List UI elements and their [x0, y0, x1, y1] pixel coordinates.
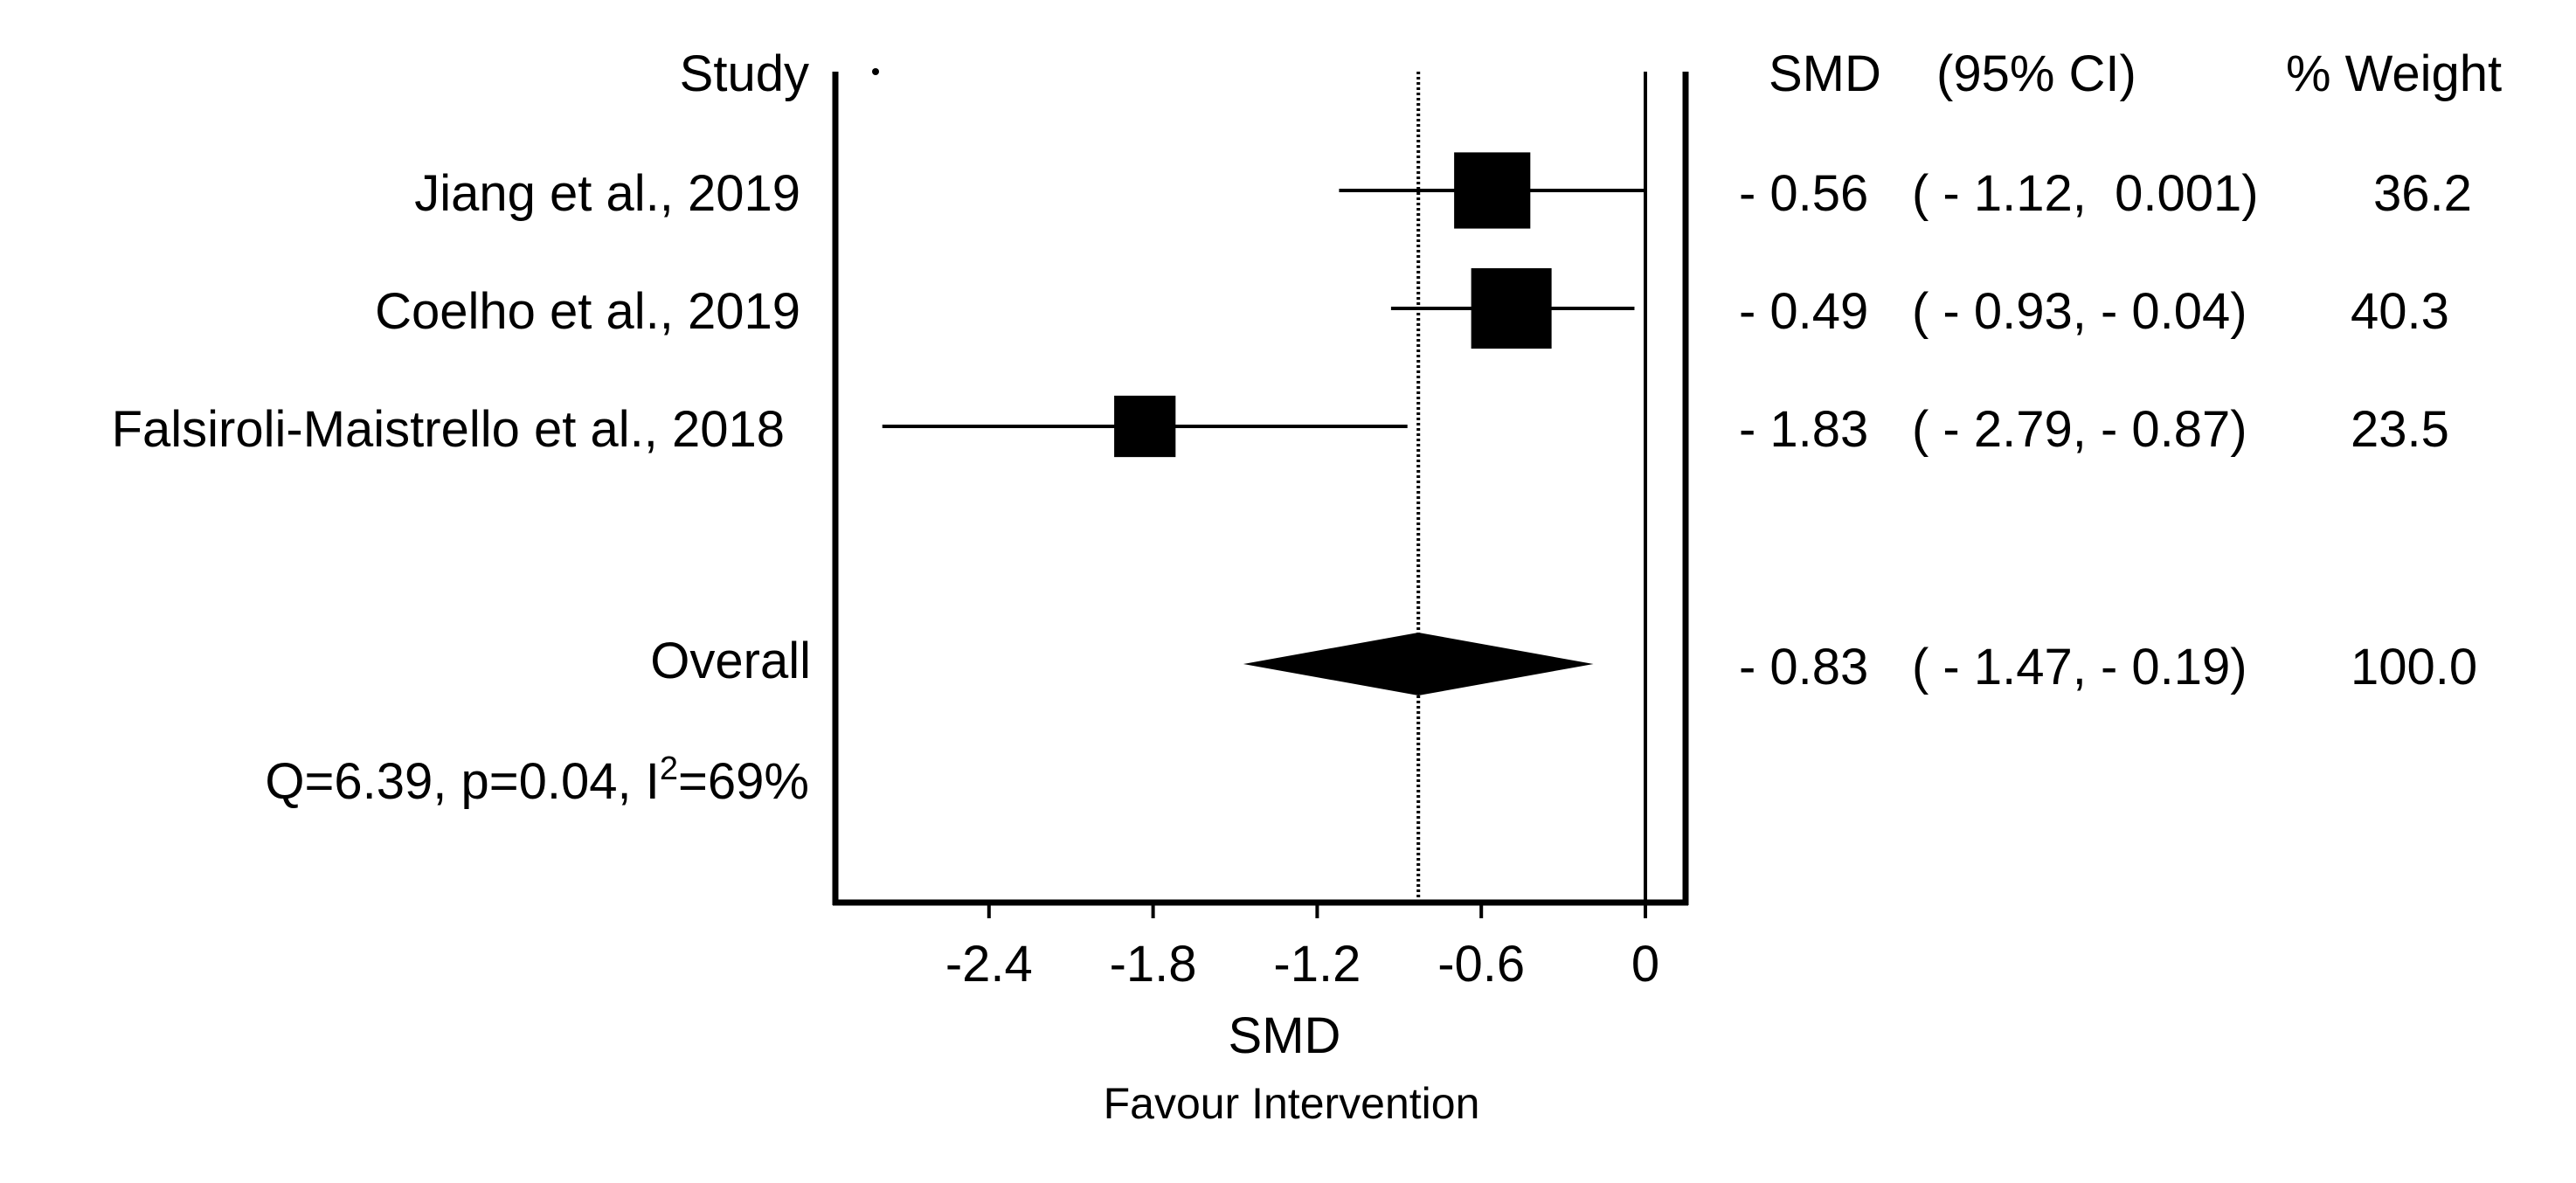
study-smd-2: - 0.49 — [1739, 283, 1868, 340]
study-label-1: Jiang et al., 2019 — [414, 165, 800, 222]
heterogeneity-sup: 2 — [660, 751, 678, 787]
x-tick-label-3: -1.2 — [1273, 936, 1361, 993]
study-ci-3: ( - 2.79, - 0.87) — [1912, 401, 2247, 458]
header-ci: (95% CI) — [1936, 45, 2136, 102]
header-study: Study — [680, 45, 809, 102]
study-smd-3: - 1.83 — [1739, 401, 1868, 458]
x-tick-label-2: -1.8 — [1110, 936, 1197, 993]
study-weight-1: 36.2 — [2373, 165, 2472, 222]
heterogeneity-text: Q=6.39, p=0.04, I2=69% — [265, 751, 809, 810]
study-square-3 — [1114, 395, 1176, 458]
overall-label: Overall — [650, 633, 811, 689]
plot-marks: -2.4 -1.8 -1.2 -0.6 0 — [882, 72, 1659, 993]
overall-smd: - 0.83 — [1739, 639, 1868, 695]
x-axis-title: SMD — [1229, 1007, 1341, 1064]
x-tick-label-5: 0 — [1631, 936, 1659, 993]
study-label-2: Coelho et al., 2019 — [375, 283, 800, 340]
study-square-1 — [1454, 152, 1531, 229]
x-tick-label-4: -0.6 — [1437, 936, 1525, 993]
study-label-3: Falsiroli-Maistrello et al., 2018 — [112, 401, 785, 458]
header-dot — [872, 68, 879, 75]
overall-diamond — [1243, 633, 1594, 695]
study-square-2 — [1471, 268, 1552, 349]
study-weight-3: 23.5 — [2351, 401, 2449, 458]
study-weight-2: 40.3 — [2351, 283, 2449, 340]
x-tick-label-1: -2.4 — [945, 936, 1033, 993]
study-smd-1: - 0.56 — [1739, 165, 1868, 222]
header-weight: % Weight — [2286, 45, 2502, 102]
study-ci-1: ( - 1.12, 0.001) — [1912, 165, 2259, 222]
study-ci-2: ( - 0.93, - 0.04) — [1912, 283, 2247, 340]
header-smd: SMD — [1769, 45, 1881, 102]
heterogeneity-prefix: Q=6.39, p=0.04, I — [265, 753, 659, 810]
overall-ci: ( - 1.47, - 0.19) — [1912, 639, 2247, 695]
favour-label: Favour Intervention — [1104, 1079, 1480, 1128]
overall-weight: 100.0 — [2351, 639, 2477, 695]
heterogeneity-suffix: =69% — [678, 753, 809, 810]
